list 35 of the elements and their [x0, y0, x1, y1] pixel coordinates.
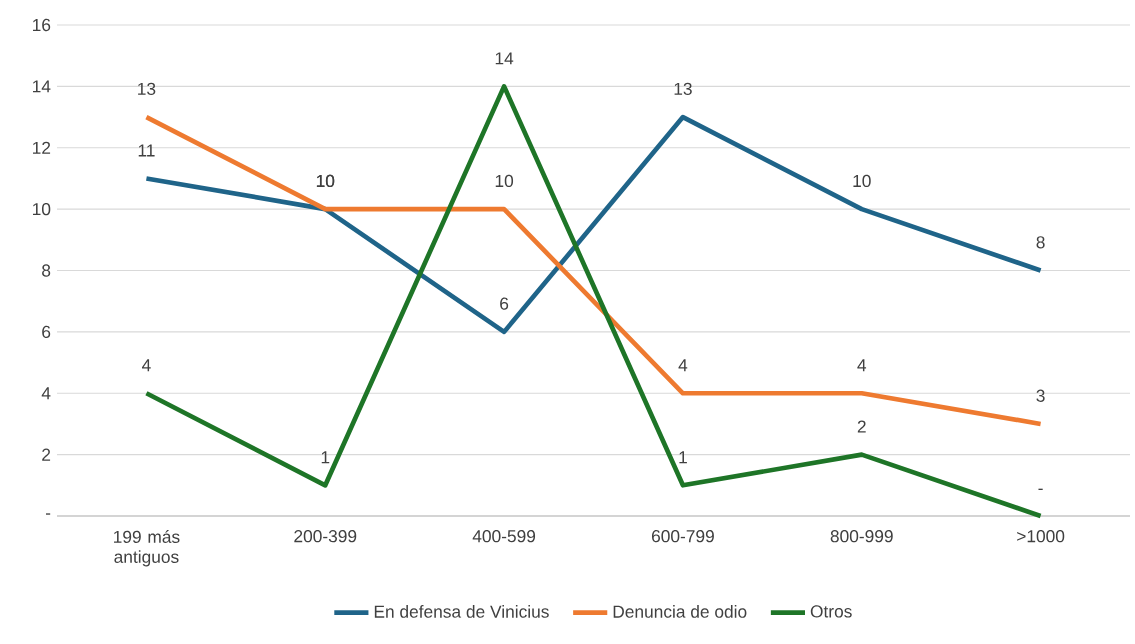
x-tick-label: 800-999 [830, 530, 893, 543]
data-label: 4 [857, 359, 867, 372]
data-label: 1 [321, 451, 330, 464]
y-tick-label: 8 [42, 264, 51, 277]
data-label: 4 [142, 359, 151, 372]
y-tick-label: 10 [33, 202, 51, 216]
data-label: 4 [678, 359, 688, 372]
data-label: 14 [495, 52, 514, 65]
y-tick-label: 16 [33, 18, 51, 32]
data-label: 10 [853, 174, 871, 188]
legend-label: Otros [810, 605, 852, 618]
x-tick-label: 200-399 [294, 530, 357, 543]
data-label: 6 [500, 297, 509, 310]
data-label: 13 [138, 82, 156, 96]
data-label: 10 [316, 174, 335, 188]
data-label: - [1038, 488, 1043, 491]
legend-label: Denuncia de odio [613, 605, 747, 618]
data-label: 10 [495, 174, 514, 188]
data-label: 11 [138, 144, 155, 157]
x-tick-label: 400-599 [472, 530, 536, 543]
legend-label: En defensa de Vinicius [374, 605, 549, 618]
x-tick-label: >1000 [1017, 530, 1065, 543]
data-label: 2 [857, 420, 866, 433]
y-tick-label: 12 [33, 141, 51, 154]
y-tick-label: - [45, 513, 51, 515]
x-tick-label: 199 más antiguos [114, 530, 180, 567]
y-tick-label: 14 [33, 80, 51, 93]
y-tick-label: 4 [41, 387, 51, 400]
data-label: 13 [674, 82, 692, 96]
data-label: 8 [1036, 236, 1045, 249]
x-tick-label: 600-799 [652, 530, 714, 543]
y-tick-label: 2 [42, 448, 51, 461]
data-label: 3 [1036, 389, 1045, 402]
data-label: 1 [679, 451, 687, 464]
y-tick-label: 6 [42, 325, 51, 339]
